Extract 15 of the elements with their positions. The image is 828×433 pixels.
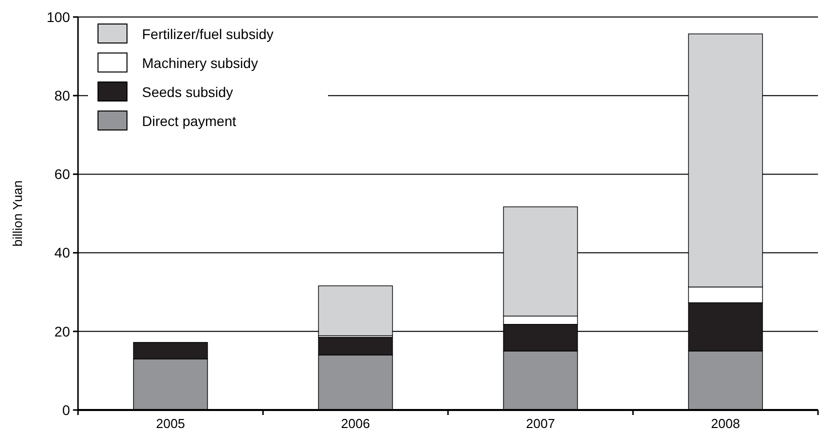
legend-label: Direct payment bbox=[142, 112, 236, 129]
y-tick-label: 20 bbox=[54, 323, 70, 340]
x-tick-label: 2007 bbox=[526, 416, 555, 431]
legend-label: Machinery subsidy bbox=[142, 54, 258, 71]
y-tick-label: 60 bbox=[54, 166, 70, 182]
y-tick-label: 100 bbox=[46, 8, 70, 25]
y-tick-label: 40 bbox=[54, 244, 70, 261]
y-tick-label: 80 bbox=[54, 88, 70, 104]
x-tick-label: 2008 bbox=[711, 416, 740, 431]
legend-label: Seeds subsidy bbox=[142, 84, 234, 100]
y-axis-title: billion Yuan bbox=[10, 180, 25, 247]
x-tick-label: 2006 bbox=[341, 416, 370, 431]
y-tick-label: 0 bbox=[62, 402, 70, 418]
x-tick-label: 2005 bbox=[156, 416, 185, 431]
legend-label: Fertilizer/fuel subsidy bbox=[142, 26, 274, 42]
